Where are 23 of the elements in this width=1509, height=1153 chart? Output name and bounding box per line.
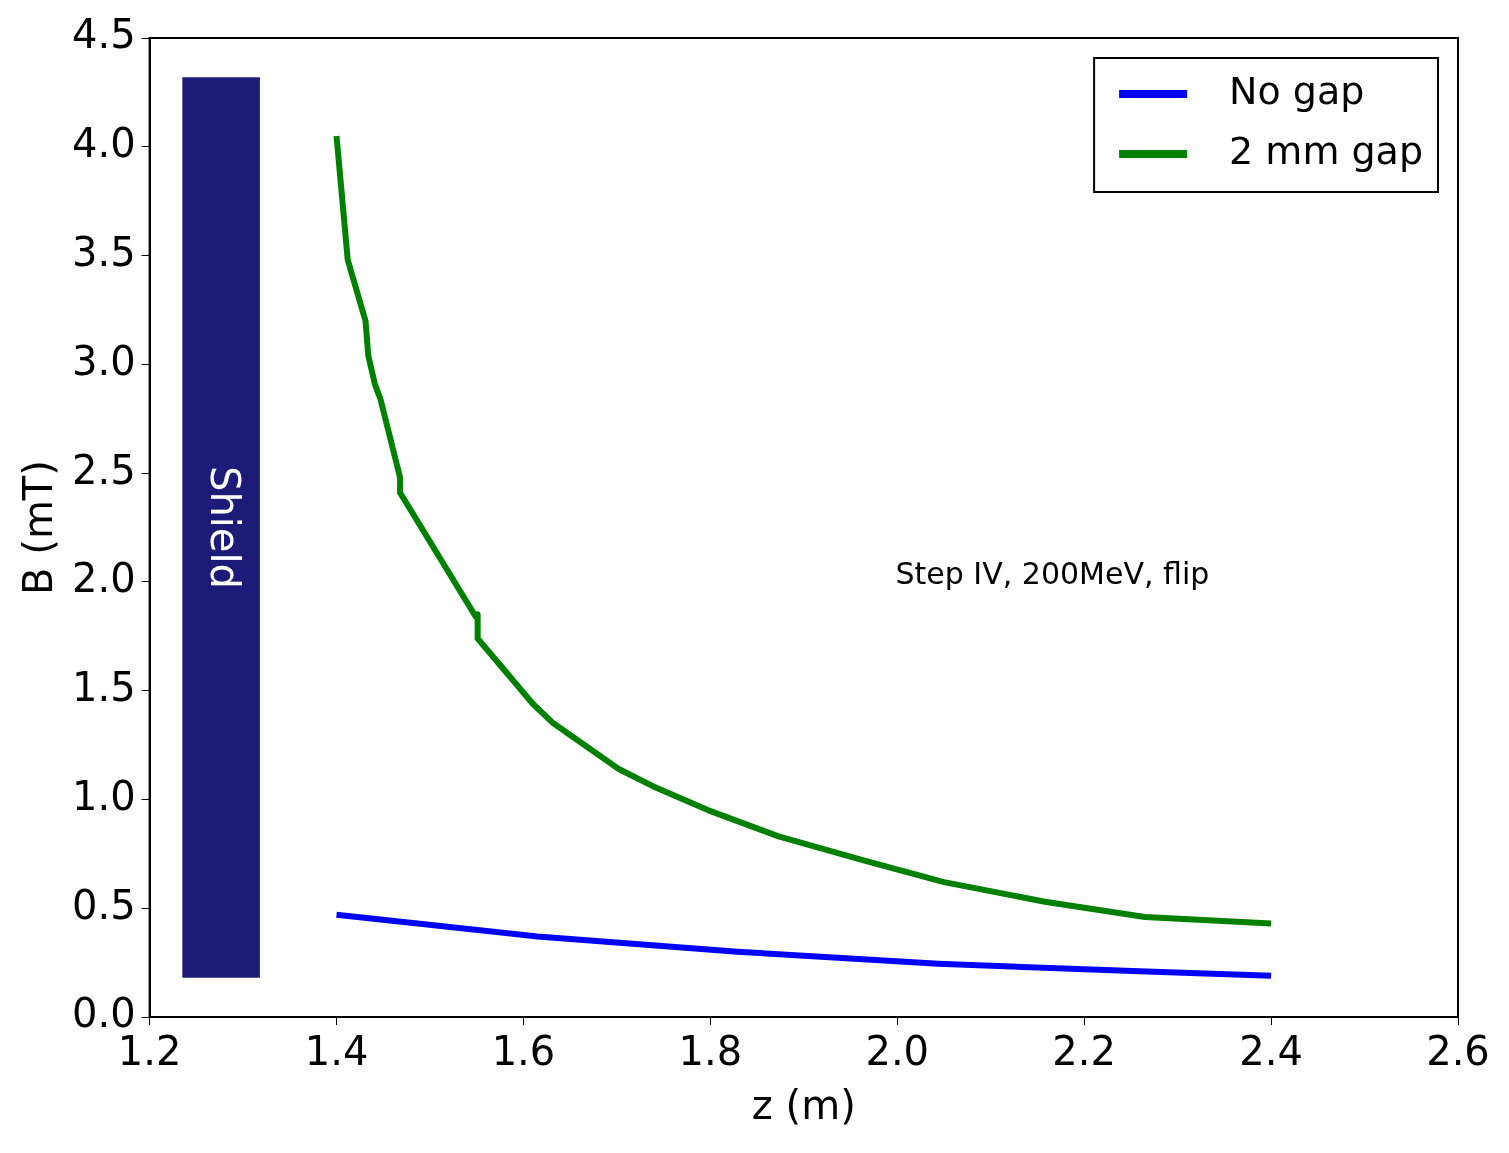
x-tick-label: 2.4 (1239, 1028, 1303, 1075)
y-tick-label: 2.0 (71, 555, 136, 602)
y-axis-title: B (mT) (15, 460, 62, 595)
y-tick-label: 4.0 (71, 120, 136, 167)
y-tick-label: 3.0 (71, 337, 136, 384)
legend-label: No gap (1229, 68, 1365, 113)
x-tick-label: 1.2 (117, 1028, 182, 1075)
y-tick-label: 0.5 (71, 881, 136, 928)
x-tick-label: 1.4 (304, 1028, 369, 1075)
y-tick-label: 1.0 (71, 772, 136, 819)
x-tick-label: 1.8 (678, 1028, 743, 1075)
y-tick-label: 1.5 (71, 664, 136, 711)
annotation: Step IV, 200MeV, flip (895, 556, 1210, 592)
y-tick-label: 3.5 (71, 228, 136, 275)
x-tick-label: 1.6 (491, 1028, 556, 1075)
x-tick-label: 2.2 (1052, 1028, 1116, 1075)
x-tick-label: 2.0 (865, 1028, 930, 1075)
band-label: Shield (201, 466, 248, 589)
y-tick-label: 2.5 (71, 446, 136, 493)
x-axis-title: z (m) (751, 1082, 856, 1129)
y-tick-label: 4.5 (71, 11, 136, 58)
legend-label: 2 mm gap (1229, 128, 1424, 173)
x-tick-label: 2.6 (1426, 1028, 1490, 1075)
